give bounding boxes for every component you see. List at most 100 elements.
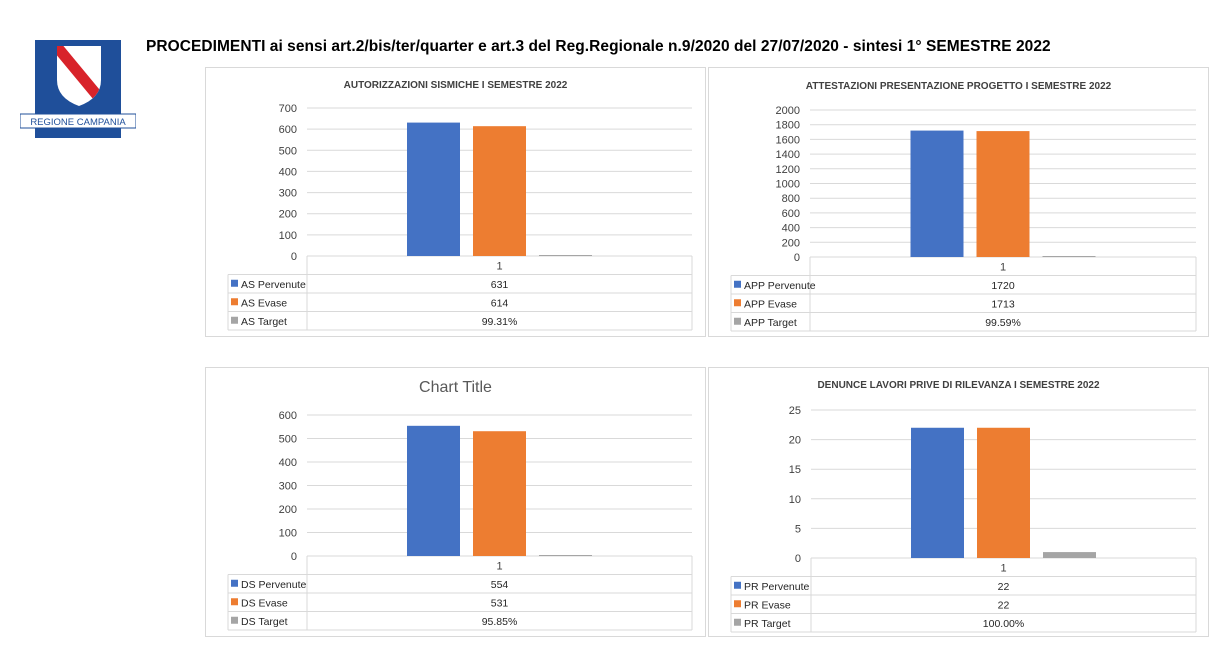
legend-key bbox=[231, 279, 238, 287]
data-label: 1720 bbox=[991, 280, 1015, 292]
page-title: PROCEDIMENTI ai sensi art.2/bis/ter/quar… bbox=[146, 38, 1051, 55]
y-tick-label: 1600 bbox=[776, 134, 800, 146]
y-tick-label: 1000 bbox=[776, 179, 800, 191]
legend-key bbox=[734, 299, 741, 307]
legend-label: PR Target bbox=[744, 618, 791, 630]
y-tick-label: 200 bbox=[279, 209, 297, 221]
y-tick-label: 25 bbox=[789, 405, 801, 417]
legend-label: DS Target bbox=[241, 616, 288, 628]
chart-autorizzazioni-sismiche: 0 100 200 300 400 500 600 700 1 AS Pervenute 631 AS… bbox=[227, 103, 693, 331]
legend-label: DS Pervenute bbox=[241, 579, 307, 591]
y-tick-label: 2000 bbox=[776, 105, 800, 117]
y-tick-label: 0 bbox=[291, 551, 297, 563]
x-category-label: 1 bbox=[1000, 261, 1006, 273]
y-tick-label: 200 bbox=[279, 504, 297, 516]
y-tick-label: 500 bbox=[279, 434, 297, 446]
y-tick-label: 0 bbox=[794, 252, 800, 264]
y-tick-label: 600 bbox=[279, 124, 297, 136]
chart-denunce-lavori: 0 5 10 15 20 25 1 PR Pervenute 22 PR Evase 22 PR Ta… bbox=[730, 405, 1197, 633]
data-label: 100.00% bbox=[983, 618, 1024, 630]
legend-label: AS Target bbox=[241, 316, 287, 328]
bar-ds-evase bbox=[473, 431, 526, 556]
data-label: 614 bbox=[491, 297, 509, 309]
data-label: 531 bbox=[491, 597, 509, 609]
y-tick-label: 100 bbox=[279, 528, 297, 540]
regione-campania-logo-graphic: REGIONE CAMPANIA bbox=[19, 40, 137, 138]
bar-app-pervenute bbox=[910, 130, 964, 257]
y-tick-label: 1200 bbox=[776, 164, 800, 176]
legend-key bbox=[734, 317, 741, 325]
bar-pr-pervenute bbox=[911, 427, 964, 558]
bar-ds-target bbox=[539, 555, 592, 556]
bar-pr-target bbox=[1043, 552, 1096, 558]
legend-key bbox=[231, 616, 238, 624]
y-tick-label: 700 bbox=[279, 103, 297, 115]
legend-label: APP Evase bbox=[744, 298, 797, 310]
y-tick-label: 5 bbox=[795, 523, 801, 535]
legend-label: DS Evase bbox=[241, 597, 288, 609]
y-tick-label: 600 bbox=[782, 208, 800, 220]
legend-label: AS Evase bbox=[241, 297, 287, 309]
legend-key bbox=[231, 298, 238, 306]
y-tick-label: 300 bbox=[279, 188, 297, 200]
legend-label: APP Target bbox=[744, 317, 797, 329]
y-tick-label: 0 bbox=[795, 553, 801, 565]
chart-panel-denunce: DENUNCE LAVORI PRIVE DI RILEVANZA I SEME… bbox=[708, 367, 1209, 637]
chart-ds: 0 100 200 300 400 500 600 1 DS Pervenute 554 DS Ev… bbox=[227, 410, 693, 631]
legend-key bbox=[231, 316, 238, 324]
y-tick-label: 600 bbox=[279, 410, 297, 422]
legend-label: PR Pervenute bbox=[744, 581, 810, 593]
y-tick-label: 100 bbox=[279, 230, 297, 242]
chart-title: AUTORIZZAZIONI SISMICHE I SEMESTRE 2022 bbox=[343, 80, 568, 91]
legend-key bbox=[734, 618, 741, 626]
chart-panel-autorizzazioni: AUTORIZZAZIONI SISMICHE I SEMESTRE 2022 … bbox=[205, 67, 706, 337]
chart-panel-attestazioni: ATTESTAZIONI PRESENTAZIONE PROGETTO I SE… bbox=[708, 67, 1209, 337]
y-tick-label: 400 bbox=[279, 457, 297, 469]
y-tick-label: 0 bbox=[291, 251, 297, 263]
legend-key bbox=[231, 579, 238, 587]
y-tick-label: 10 bbox=[789, 494, 801, 506]
data-label: 22 bbox=[998, 581, 1010, 593]
legend-key bbox=[231, 598, 238, 606]
x-category-label: 1 bbox=[496, 560, 502, 572]
y-tick-label: 15 bbox=[789, 464, 801, 476]
chart-title: Chart Title bbox=[419, 379, 492, 396]
data-label: 631 bbox=[491, 279, 509, 291]
y-tick-label: 300 bbox=[279, 481, 297, 493]
y-tick-label: 1400 bbox=[776, 149, 800, 161]
legend-label: PR Evase bbox=[744, 599, 791, 611]
chart-title: DENUNCE LAVORI PRIVE DI RILEVANZA I SEME… bbox=[817, 380, 1100, 391]
data-label: 95.85% bbox=[482, 616, 518, 628]
y-tick-label: 200 bbox=[782, 237, 800, 249]
legend-key bbox=[734, 581, 741, 589]
bar-app-evase bbox=[976, 131, 1030, 257]
legend-key bbox=[734, 600, 741, 608]
data-label: 554 bbox=[491, 579, 509, 591]
bar-as-pervenute bbox=[407, 122, 460, 257]
y-tick-label: 400 bbox=[782, 223, 800, 235]
bar-as-evase bbox=[473, 126, 526, 256]
bar-app-target bbox=[1042, 256, 1096, 257]
chart-panel-ds: Chart Title 0 100 200 300 400 500 600 1 DS Perve… bbox=[205, 367, 706, 637]
bar-pr-evase bbox=[977, 427, 1030, 558]
bar-ds-pervenute bbox=[407, 425, 460, 556]
y-tick-label: 500 bbox=[279, 145, 297, 157]
data-label: 22 bbox=[998, 599, 1010, 611]
y-tick-label: 1800 bbox=[776, 120, 800, 132]
data-label: 1713 bbox=[991, 298, 1015, 310]
regione-campania-logo: REGIONE CAMPANIA bbox=[19, 40, 137, 138]
y-tick-label: 20 bbox=[789, 435, 801, 447]
chart-title: ATTESTAZIONI PRESENTAZIONE PROGETTO I SE… bbox=[805, 81, 1112, 92]
chart-attestazioni-progetto: 0 200 400 600 800 1000 1200 1400 1600 1800 2000 1 AP… bbox=[730, 105, 1197, 332]
y-tick-label: 800 bbox=[782, 193, 800, 205]
y-tick-label: 400 bbox=[279, 166, 297, 178]
data-label: 99.59% bbox=[985, 317, 1021, 329]
legend-label: AS Pervenute bbox=[241, 279, 306, 291]
x-category-label: 1 bbox=[496, 260, 502, 272]
bar-as-target bbox=[539, 255, 592, 256]
x-category-label: 1 bbox=[1000, 562, 1006, 574]
legend-key bbox=[734, 280, 741, 288]
data-label: 99.31% bbox=[482, 316, 518, 328]
legend-label: APP Pervenute bbox=[744, 280, 816, 292]
logo-text: REGIONE CAMPANIA bbox=[30, 117, 126, 128]
